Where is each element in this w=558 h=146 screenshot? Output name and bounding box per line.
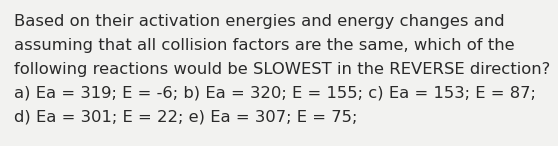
Text: following reactions would be SLOWEST in the REVERSE direction?: following reactions would be SLOWEST in … xyxy=(14,62,550,77)
Text: assuming that all collision factors are the same, which of the: assuming that all collision factors are … xyxy=(14,38,514,53)
Text: a) Ea = 319; E = -6; b) Ea = 320; E = 155; c) Ea = 153; E = 87;: a) Ea = 319; E = -6; b) Ea = 320; E = 15… xyxy=(14,86,536,101)
Text: d) Ea = 301; E = 22; e) Ea = 307; E = 75;: d) Ea = 301; E = 22; e) Ea = 307; E = 75… xyxy=(14,110,357,125)
Text: Based on their activation energies and energy changes and: Based on their activation energies and e… xyxy=(14,14,504,29)
